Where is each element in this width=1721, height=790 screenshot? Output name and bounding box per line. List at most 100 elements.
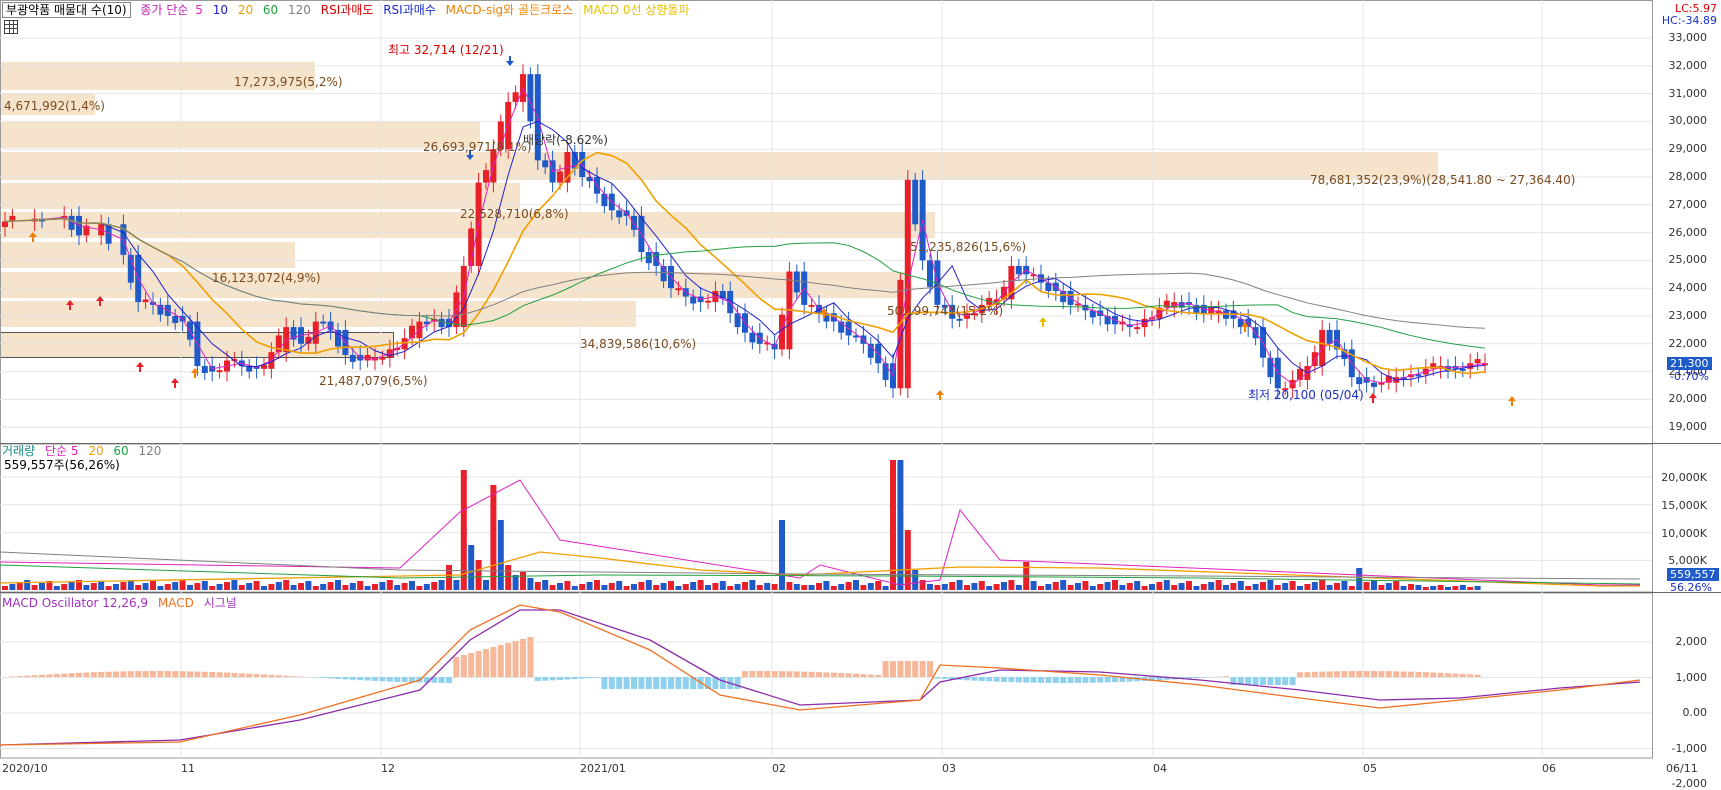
volume-bar [1060,580,1066,590]
volume-bar [1164,580,1170,590]
x-axis-label: 04 [1153,762,1167,775]
x-axis-label: 02 [772,762,786,775]
volume-bar [1008,580,1014,590]
volume-bar [1016,585,1022,590]
volume-bar [772,584,778,590]
volume-bar [1171,585,1177,590]
macd-bar [853,674,859,677]
macd-bar [135,671,141,677]
macd-bar [1467,674,1473,677]
signal-arrow [29,232,37,242]
volume-bar [749,580,755,590]
macd-bar [98,672,104,677]
macd-bar [1023,677,1029,683]
candle-body [542,160,548,167]
macd-bar [194,672,200,677]
volume-bar [801,585,807,590]
x-axis-label: 11 [181,762,195,775]
macd-bar [831,673,837,677]
volume-bar [224,582,230,590]
volume-bar [1364,582,1370,590]
volume-bar [1156,582,1162,590]
x-axis-label: 03 [942,762,956,775]
macd-bar [557,677,563,680]
macd-bar [897,661,903,677]
volume-bar [564,581,570,590]
volume-bar [91,583,97,590]
x-axis-label: 2020/10 [2,762,48,775]
candle-body [1371,383,1377,387]
volume-bar [9,584,15,590]
volume-bar [365,586,371,590]
candle-body [217,370,223,372]
macd-bar [39,675,45,677]
macd-bar [801,672,807,677]
macd-bar [83,673,89,677]
macd-bar [231,673,237,677]
macd-bar [661,677,667,689]
x-axis-label: 06/11 [1666,762,1698,775]
macd-bar [1475,675,1481,677]
volume-bar [853,580,859,590]
volume-bar [439,580,445,590]
volume-ma-label: 단순 5 [45,444,79,458]
price-legend-name[interactable]: 부광약품 매물대 수(10) [2,2,131,18]
volume-bar [794,584,800,590]
profile-label: 4,671,992(1,4%) [4,99,105,113]
volume-bar [468,545,474,590]
volume-bar [202,581,208,590]
volume-legend: 거래량 단순 5 20 60 120 [2,444,167,458]
macd-bar [372,677,378,681]
volume-bar [690,582,696,590]
macd-bar [934,677,940,679]
macd-bar [735,677,741,689]
volume-bar [1304,584,1310,590]
candle-body [675,288,681,290]
axis-label: 22,000 [1669,337,1708,350]
macd-bar [749,671,755,677]
macd-bar [1312,672,1318,677]
macd-bar [46,674,52,677]
volume-bar [609,583,615,590]
volume-bar [1341,581,1347,590]
macd-bar [268,675,274,677]
signal-arrow [936,390,944,400]
macd-bar [1008,677,1014,682]
macd-bar [742,671,748,677]
macd-bar [631,677,637,689]
volume-bar [1179,583,1185,590]
macd-label: MACD [158,596,194,610]
volume-bar [1186,581,1192,590]
volume-bar [720,581,726,590]
volume-bar [1216,580,1222,590]
axis-label: 10,000K [1661,527,1707,540]
candle-body [912,180,918,224]
axis-label: 24,000 [1669,281,1708,294]
macd-bar [986,677,992,681]
axis-label: 20,000K [1661,471,1707,484]
volume-bar [120,582,126,590]
rsi-over-label: RSI과매도 [321,3,374,17]
axis-label: 31,000 [1669,87,1708,100]
volume-bar [1423,587,1429,590]
candle-body [927,260,933,286]
volume-bar [313,586,319,590]
volume-bar [498,520,504,590]
volume-bar [868,583,874,590]
macd-bar [283,676,289,677]
macd-bar [54,674,60,677]
candle-body [616,210,622,217]
volume-bar [823,581,829,590]
signal-arrow [1508,396,1516,406]
volume-ma20-label: 20 [88,444,103,458]
macd-bar [601,677,607,689]
table-icon[interactable] [4,20,18,34]
macd-bar [1430,672,1436,677]
macd-bar [328,677,334,678]
price-tag: 21,300 [1667,357,1712,370]
volume-bar [905,530,911,590]
volume-bar [1119,585,1125,590]
volume-bar [1038,586,1044,590]
volume-bar [1112,580,1118,590]
